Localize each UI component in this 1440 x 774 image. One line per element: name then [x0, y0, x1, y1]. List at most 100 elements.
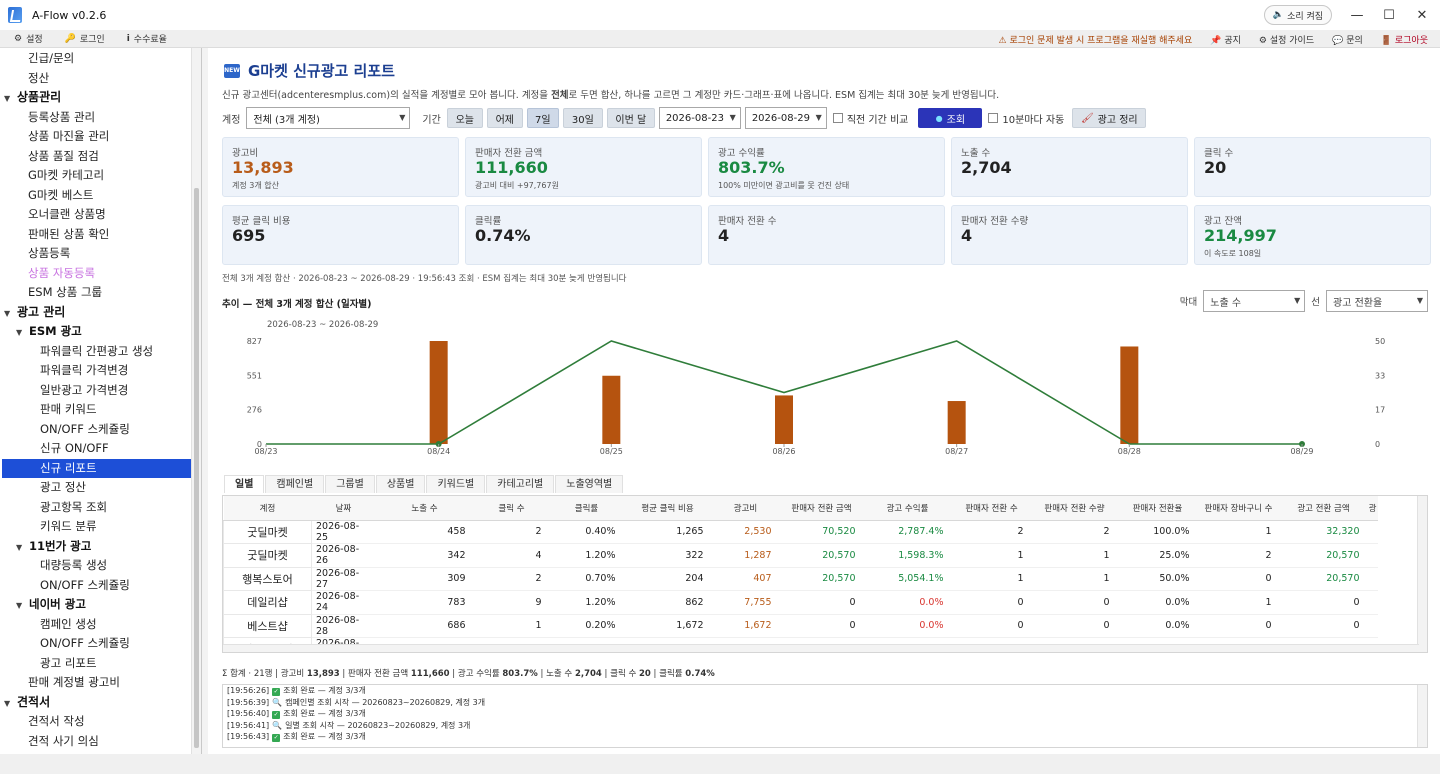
- sidebar-item[interactable]: ESM 상품 그룹: [28, 285, 103, 299]
- sidebar-item[interactable]: 오너클랜 상품명: [28, 207, 106, 221]
- tab-6[interactable]: 노출영역별: [555, 475, 624, 493]
- sidebar-item[interactable]: 정산: [28, 70, 50, 85]
- sidebar-item[interactable]: 상품 마진율 관리: [28, 129, 110, 143]
- tab-4[interactable]: 키워드별: [426, 475, 486, 493]
- sidebar-item[interactable]: 상품 품질 점검: [28, 148, 99, 163]
- ad-cleanup-button[interactable]: 🖌 광고 정리: [1072, 108, 1147, 128]
- menu-guide[interactable]: ⚙ 설정 가이드: [1259, 33, 1314, 46]
- log-scrollbar[interactable]: [1417, 685, 1427, 747]
- sidebar-item[interactable]: 판매된 상품 확인: [28, 226, 110, 241]
- tab-1[interactable]: 캠페인별: [265, 475, 325, 493]
- column-header[interactable]: 판매자 전환 수: [951, 496, 1032, 521]
- minimize-button[interactable]: —: [1350, 7, 1364, 23]
- sidebar-item[interactable]: 광고 정산: [40, 480, 86, 494]
- sidebar-item[interactable]: 상품 자동등록: [28, 265, 96, 280]
- sidebar-item[interactable]: 견적 사기 의심: [28, 733, 99, 748]
- line-metric-select[interactable]: 광고 전환율 ▼: [1326, 290, 1428, 312]
- menu-settings[interactable]: ⚙ 설정: [14, 32, 43, 46]
- table-row[interactable]: 데일리샵 2026-08-24 783 9 1.20% 862 7,755 0 0.0% 0 0 0.…: [223, 590, 1378, 615]
- window-title: A-Flow v0.2.6: [32, 8, 107, 22]
- sidebar-item[interactable]: 파워클릭 가격변경: [40, 363, 129, 377]
- account-select[interactable]: 전체 (3개 계정) ▼: [246, 107, 411, 129]
- sidebar-section[interactable]: ▼ 견적서: [4, 693, 50, 712]
- sidebar-subsection[interactable]: ▼ 네이버 광고: [16, 595, 86, 614]
- period-7d-button[interactable]: 7일: [526, 108, 559, 128]
- menu-bar: ⚙ 설정 🔑 로그인 i 수수료율 ⚠ 로그인 문제 발생 시 프로그램을 재실…: [0, 30, 1440, 48]
- sidebar-item[interactable]: 대량등록 생성: [40, 558, 108, 572]
- tab-3[interactable]: 상품별: [375, 475, 426, 493]
- auto-refresh-checkbox[interactable]: 10분마다 자동: [988, 111, 1064, 126]
- sidebar-item[interactable]: 캠페인 생성: [40, 616, 97, 631]
- sidebar-item[interactable]: ON/OFF 스케쥴링: [40, 636, 130, 650]
- sidebar-section[interactable]: ▼ 상품관리: [4, 88, 61, 107]
- sidebar-item[interactable]: 광고항목 조회: [40, 499, 108, 514]
- period-today-button[interactable]: 오늘: [446, 108, 483, 128]
- sidebar-item[interactable]: 등록상품 관리: [28, 109, 96, 124]
- column-header[interactable]: 클릭률: [549, 496, 624, 521]
- sidebar-item[interactable]: 견적서 작성: [28, 714, 85, 728]
- column-header[interactable]: 판매자 전환율: [1117, 496, 1198, 521]
- table-horizontal-scrollbar[interactable]: [223, 644, 1419, 652]
- maximize-button[interactable]: ☐: [1383, 7, 1395, 23]
- period-yesterday-button[interactable]: 어제: [486, 108, 523, 128]
- sidebar-item[interactable]: 키워드 분류: [40, 519, 97, 533]
- sidebar-item[interactable]: 일반광고 가격변경: [40, 382, 129, 397]
- sidebar-item[interactable]: 파워클릭 간편광고 생성: [40, 343, 154, 358]
- sidebar-item-active[interactable]: 신규 리포트: [2, 458, 191, 478]
- sidebar-item[interactable]: 판매 계정별 광고비: [28, 675, 120, 689]
- tab-2[interactable]: 그룹별: [325, 475, 375, 493]
- sidebar-item[interactable]: ON/OFF 스케쥴링: [40, 421, 130, 436]
- sidebar-item[interactable]: 긴급/문의: [28, 51, 75, 65]
- menu-fee-rate[interactable]: i 수수료율: [127, 32, 167, 46]
- sidebar-item[interactable]: 광고 리포트: [40, 655, 97, 670]
- sidebar-scrollbar[interactable]: [191, 48, 201, 754]
- sidebar-item[interactable]: G마켓 베스트: [28, 187, 94, 202]
- column-header[interactable]: 광고비: [711, 496, 780, 521]
- sidebar-subsection[interactable]: ▼ 11번가 광고: [16, 537, 91, 556]
- sidebar-item[interactable]: ON/OFF 스케쥴링: [40, 577, 130, 592]
- compare-checkbox[interactable]: 직전 기간 비교: [832, 111, 908, 126]
- sidebar-subsection[interactable]: ▼ ESM 광고: [16, 322, 82, 341]
- sidebar-scroll-thumb[interactable]: [194, 188, 199, 748]
- menu-notice[interactable]: 📌 공지: [1210, 33, 1241, 46]
- tab-5[interactable]: 카테고리별: [486, 475, 555, 493]
- close-button[interactable]: ✕: [1416, 7, 1428, 23]
- column-header[interactable]: 광고 전환 금액: [1279, 496, 1368, 521]
- column-header[interactable]: 평균 클릭 비용: [623, 496, 712, 521]
- column-header[interactable]: 광: [1367, 496, 1378, 521]
- sidebar-item[interactable]: 신규 ON/OFF: [40, 441, 109, 455]
- period-this-month-button[interactable]: 이번 달: [606, 108, 655, 128]
- table-row[interactable]: 굿딜마켓 2026-08-25 458 2 0.40% 1,265 2,530 70,520 2…: [223, 519, 1378, 544]
- table-row[interactable]: 베스트샵 2026-08-28 686 1 0.20% 1,672 1,672 0 0.0% 0 0…: [223, 613, 1378, 638]
- menu-logout[interactable]: 🚪 로그아웃: [1381, 33, 1428, 46]
- sidebar-item[interactable]: 판매 키워드: [40, 402, 97, 416]
- column-header[interactable]: 날짜: [311, 496, 376, 521]
- period-30d-button[interactable]: 30일: [562, 108, 603, 128]
- column-header[interactable]: 계정: [223, 496, 312, 521]
- table-cell: 322: [623, 543, 712, 568]
- sidebar-item[interactable]: G마켓 카테고리: [28, 168, 105, 182]
- tab-0[interactable]: 일별: [224, 475, 265, 493]
- totals-label: 클릭률: [659, 669, 683, 679]
- column-header[interactable]: 노출 수: [375, 496, 474, 521]
- column-header[interactable]: 광고 수익률: [863, 496, 952, 521]
- table-row[interactable]: 굿딜마켓 2026-08-26 342 4 1.20% 322 1,287 20,570 1,5…: [223, 543, 1378, 568]
- start-date-picker[interactable]: 2026-08-23 ▼: [658, 107, 741, 129]
- caret-down-icon: ▼: [16, 328, 23, 337]
- table-vertical-scrollbar[interactable]: [1417, 496, 1427, 652]
- query-button[interactable]: ● 조회: [918, 108, 983, 128]
- bar-metric-select[interactable]: 노출 수 ▼: [1203, 290, 1306, 312]
- column-header[interactable]: 판매자 장바구니 수: [1197, 496, 1280, 521]
- sound-toggle-button[interactable]: 🔈 소리 켜짐: [1264, 5, 1332, 25]
- sidebar-item[interactable]: 상품등록: [28, 246, 71, 260]
- menu-login[interactable]: 🔑 로그인: [65, 32, 105, 46]
- table-row[interactable]: 행복스토어 2026-08-27 309 2 0.70% 204 407 20,570 5,05…: [223, 566, 1378, 591]
- table-cell: 1,672: [623, 614, 712, 638]
- menu-contact[interactable]: 💬 문의: [1332, 33, 1363, 46]
- column-header[interactable]: 클릭 수: [473, 496, 550, 521]
- sidebar-section[interactable]: ▼ 광고 관리: [4, 303, 65, 322]
- column-header[interactable]: 판매자 전환 금액: [779, 496, 864, 521]
- end-date-picker[interactable]: 2026-08-29 ▼: [744, 107, 827, 129]
- table-cell: 2026-08-25: [311, 520, 376, 544]
- column-header[interactable]: 판매자 전환 수량: [1031, 496, 1118, 521]
